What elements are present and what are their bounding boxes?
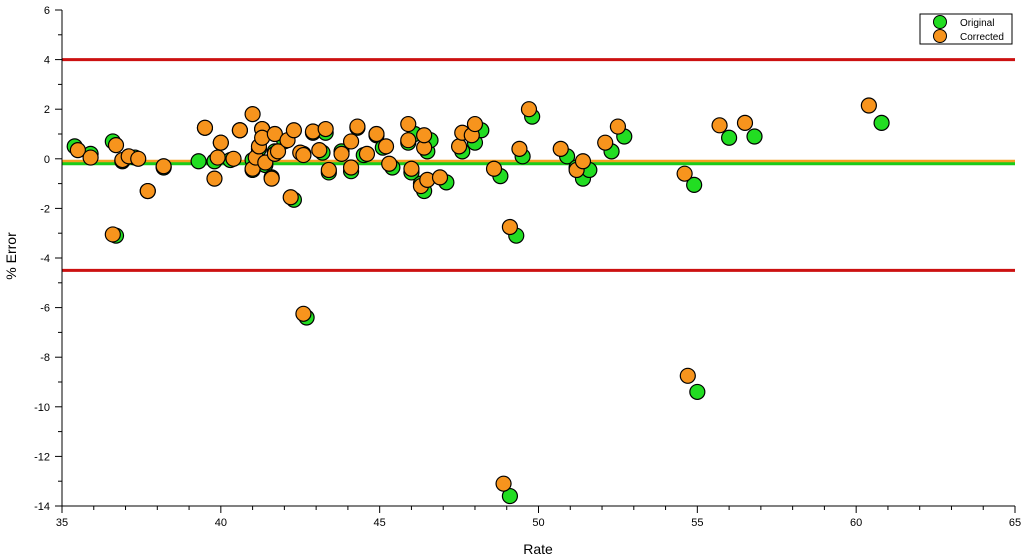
data-point-corrected	[311, 142, 328, 159]
data-point-original	[190, 153, 207, 170]
data-point-corrected	[609, 118, 627, 135]
data-point-corrected	[342, 159, 360, 176]
data-point-corrected	[263, 170, 280, 187]
data-point-corrected	[295, 305, 312, 322]
y-tick-label: 6	[44, 5, 50, 17]
data-point-corrected	[574, 153, 592, 170]
data-point-corrected	[416, 127, 433, 144]
data-point-corrected	[349, 118, 366, 135]
data-point-corrected	[104, 226, 121, 243]
data-point-corrected	[431, 169, 449, 186]
data-point-original	[873, 114, 890, 131]
x-tick-label: 60	[850, 517, 862, 529]
data-point-corrected	[495, 475, 512, 492]
y-tick-label: -12	[34, 451, 50, 463]
data-point-corrected	[860, 97, 877, 114]
series-corrected	[69, 97, 877, 492]
data-point-corrected	[485, 160, 503, 177]
legend-marker-corrected	[933, 29, 947, 43]
data-point-corrected	[139, 182, 156, 200]
legend-label-corrected: Corrected	[960, 32, 1004, 43]
data-point-corrected	[206, 170, 223, 187]
data-point-corrected	[231, 122, 248, 139]
data-point-corrected	[400, 115, 417, 133]
data-point-corrected	[107, 137, 125, 154]
data-point-corrected	[342, 133, 360, 150]
legend: Original Corrected	[919, 13, 1013, 45]
legend-marker-original	[933, 15, 947, 29]
data-point-corrected	[552, 140, 569, 157]
data-point-corrected	[69, 142, 86, 159]
data-point-corrected	[320, 161, 337, 179]
y-tick-label: -10	[34, 402, 50, 414]
data-point-corrected	[377, 138, 395, 155]
data-point-corrected	[333, 145, 350, 162]
data-point-corrected	[403, 160, 420, 177]
x-tick-label: 55	[691, 517, 703, 529]
y-tick-label: 2	[44, 104, 50, 116]
legend-label-original: Original	[960, 18, 994, 29]
y-tick-label: -6	[40, 303, 50, 315]
data-point-corrected	[358, 145, 376, 162]
ticks: 35 40 45 50 55 60 65 -14 -12 -10 -8 -6 -4 -2 0 2 4 6	[34, 5, 1021, 529]
y-tick-label: -8	[40, 352, 50, 364]
data-point-original	[689, 383, 706, 401]
x-axis-title: Rate	[523, 541, 553, 557]
data-point-corrected	[244, 106, 261, 123]
data-point-corrected	[269, 143, 287, 160]
data-point-corrected	[82, 149, 99, 166]
data-point-corrected	[285, 122, 302, 139]
data-point-corrected	[676, 165, 693, 182]
y-axis-title: % Error	[3, 232, 19, 280]
data-point-corrected	[295, 146, 312, 164]
data-point-corrected	[381, 155, 398, 172]
data-point-corrected	[212, 134, 229, 151]
y-tick-label: -2	[40, 203, 50, 215]
data-point-corrected	[736, 114, 754, 131]
x-tick-label: 50	[532, 517, 544, 529]
data-point-corrected	[282, 189, 299, 206]
x-tick-label: 40	[215, 517, 227, 529]
data-point-corrected	[130, 150, 147, 167]
data-points	[66, 97, 890, 505]
data-point-corrected	[511, 140, 528, 157]
data-point-original	[720, 129, 738, 146]
data-point-original	[686, 176, 703, 193]
data-point-corrected	[209, 149, 226, 166]
data-point-corrected	[368, 125, 385, 143]
x-tick-label: 45	[374, 517, 386, 529]
x-tick-label: 65	[1009, 517, 1021, 529]
data-point-corrected	[400, 132, 417, 149]
data-point-corrected	[196, 119, 214, 136]
data-point-original	[746, 128, 763, 145]
x-tick-label: 35	[56, 517, 68, 529]
data-point-corrected	[450, 138, 468, 155]
data-point-corrected	[225, 150, 242, 167]
data-point-corrected	[520, 101, 538, 118]
data-point-corrected	[155, 158, 172, 175]
y-tick-label: -14	[34, 501, 50, 513]
data-point-corrected	[679, 367, 696, 384]
data-point-corrected	[597, 134, 614, 151]
data-point-corrected	[711, 117, 728, 134]
y-tick-label: 0	[44, 154, 50, 166]
data-point-corrected	[466, 115, 484, 133]
data-point-corrected	[317, 120, 334, 138]
y-tick-label: -4	[40, 253, 50, 265]
y-tick-label: 4	[44, 55, 50, 67]
data-point-corrected	[501, 218, 519, 236]
